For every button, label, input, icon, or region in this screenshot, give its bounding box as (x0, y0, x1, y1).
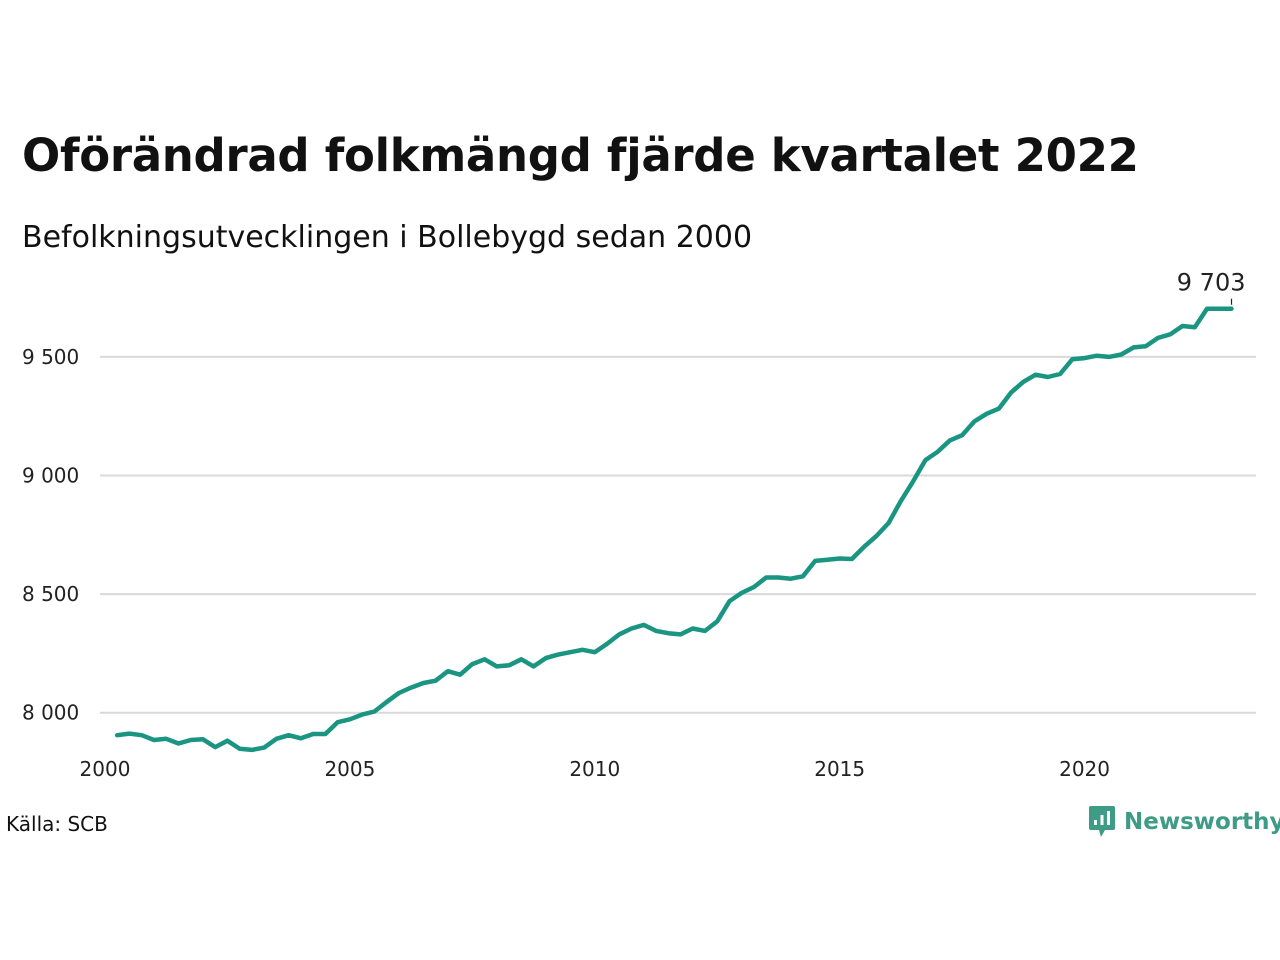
x-tick-label: 2010 (569, 757, 620, 781)
y-tick-label: 8 500 (22, 582, 79, 606)
series-line (114, 306, 1234, 753)
end-value-label: 9 703 (1177, 269, 1246, 297)
x-tick-label: 2000 (80, 757, 131, 781)
series-layer (114, 306, 1234, 753)
annotation-layer: 9 703 (1177, 269, 1246, 305)
y-tick-label: 9 500 (22, 345, 79, 369)
newsworthy-logo-icon (1089, 806, 1115, 837)
x-tick-label: 2020 (1059, 757, 1110, 781)
y-tick-label: 8 000 (22, 701, 79, 725)
newsworthy-logo: Newsworthy (1088, 805, 1280, 839)
y-tick-label: 9 000 (22, 463, 79, 487)
chart-title: Oförändrad folkmängd fjärde kvartalet 20… (22, 129, 1139, 182)
x-axis-tick-labels: 2000 2005 2010 2015 2020 (80, 757, 1110, 781)
x-tick-label: 2015 (814, 757, 865, 781)
source-note: Källa: SCB (6, 812, 108, 836)
x-tick-label: 2005 (324, 757, 375, 781)
chart-subtitle: Befolkningsutvecklingen i Bollebygd seda… (22, 220, 753, 255)
brand-name: Newsworthy (1124, 809, 1280, 835)
y-axis-tick-labels: 8 000 8 500 9 000 9 500 (22, 345, 79, 725)
gridlines (100, 355, 1256, 714)
